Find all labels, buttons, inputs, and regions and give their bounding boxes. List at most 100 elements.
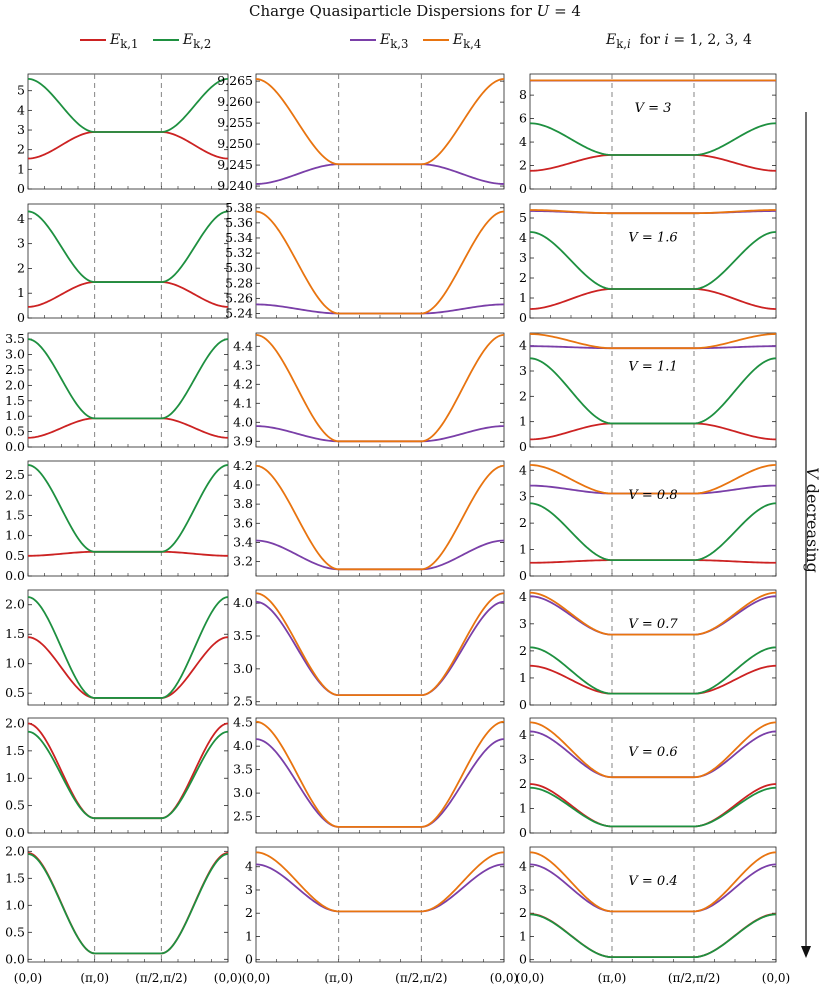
y-tick-label: 3.8 xyxy=(233,496,253,511)
y-tick-label: 5.36 xyxy=(225,215,253,230)
series-line-ek3 xyxy=(255,600,505,697)
y-tick-label: 4 xyxy=(519,134,527,149)
series-line-ek2 xyxy=(529,502,777,562)
y-tick-label: 2 xyxy=(519,515,527,530)
series-line-ek2 xyxy=(27,210,229,283)
v-annotation: V = 1.6 xyxy=(628,231,677,246)
v-annotation: V = 0.8 xyxy=(628,488,677,503)
series-line-ek2 xyxy=(27,596,229,699)
legend-column-2: Ek,3 Ek,4 xyxy=(340,30,481,54)
y-tick-label: 4.5 xyxy=(233,715,253,730)
y-tick-label: 0.0 xyxy=(5,825,25,840)
x-tick-label: (0,0) xyxy=(14,971,42,985)
panel-frame xyxy=(255,73,505,190)
panel-r3-c3: 0 1 2 3 4 V = 1.1 xyxy=(519,332,777,454)
series-line-ek2 xyxy=(27,464,229,553)
series-line-ek3 xyxy=(255,163,505,185)
y-tick-label: 1.0 xyxy=(5,408,25,423)
v-annotation: V = 3 xyxy=(635,101,672,116)
y-tick-label: 0.0 xyxy=(5,568,25,583)
y-tick-label: 6 xyxy=(519,111,527,126)
y-tick-label: 8 xyxy=(519,87,527,102)
series-line-ek4 xyxy=(529,851,777,913)
y-tick-label: 3.0 xyxy=(233,785,253,800)
series-line-ek2 xyxy=(529,231,777,290)
y-tick-label: 5.32 xyxy=(225,245,253,260)
v-annotation: V = 0.7 xyxy=(628,617,678,632)
y-tick-label: 0 xyxy=(519,181,527,196)
panel-frame xyxy=(255,460,505,577)
y-tick-label: 2.5 xyxy=(5,467,25,482)
y-tick-label: 4.1 xyxy=(233,395,253,410)
y-tick-label: 0.5 xyxy=(5,424,25,439)
y-tick-label: 9.260 xyxy=(217,94,253,109)
x-tick-label: (π,0) xyxy=(324,971,353,985)
y-tick-label: 2.0 xyxy=(5,487,25,502)
y-tick-label: 2.5 xyxy=(5,362,25,377)
y-tick-label: 3.5 xyxy=(5,331,25,346)
y-tick-label: 5.38 xyxy=(225,200,253,215)
panel-frame xyxy=(255,332,505,448)
panel-r6-c3: 0 1 2 3 4 V = 0.6 xyxy=(519,717,777,840)
x-tick-label: (π,0) xyxy=(598,971,627,985)
y-tick-label: 3 xyxy=(17,236,25,251)
legend-column-1: Ek,1 Ek,2 xyxy=(70,30,211,54)
series-line-ek4 xyxy=(255,592,505,697)
y-tick-label: 1.5 xyxy=(5,870,25,885)
y-tick-label: 0 xyxy=(519,952,527,967)
series-line-ek1 xyxy=(529,288,777,310)
y-tick-label: 4.0 xyxy=(233,738,253,753)
v-annotation: V = 0.6 xyxy=(628,745,677,760)
y-tick-label: 3.5 xyxy=(233,628,253,643)
series-line-ek3 xyxy=(255,738,505,828)
y-tick-label: 3.0 xyxy=(5,347,25,362)
y-tick-label: 4 xyxy=(17,102,25,117)
panel-frame xyxy=(529,460,777,577)
y-tick-label: 3 xyxy=(519,489,527,504)
y-tick-label: 2.5 xyxy=(233,694,253,709)
y-tick-label: 4 xyxy=(245,859,253,874)
panel-r5-c1: 0.5 1.0 1.5 2.0 xyxy=(5,589,229,706)
y-tick-label: 1.0 xyxy=(5,656,25,671)
y-tick-label: 1 xyxy=(519,801,527,816)
series-line-ek4 xyxy=(529,591,777,636)
series-line-ek3 xyxy=(255,303,505,315)
y-tick-label: 2.0 xyxy=(5,843,25,858)
y-tick-label: 9.250 xyxy=(217,136,253,151)
y-tick-label: 9.265 xyxy=(217,73,253,88)
panel-frame xyxy=(27,460,229,577)
y-tick-label: 1 xyxy=(245,928,253,943)
y-tick-label: 5.30 xyxy=(225,260,253,275)
panel-frame xyxy=(529,332,777,448)
y-tick-label: 1.5 xyxy=(5,743,25,758)
y-tick-label: 3.9 xyxy=(233,433,253,448)
panel-frame xyxy=(529,73,777,190)
y-tick-label: 0 xyxy=(519,825,527,840)
series-line-ek4 xyxy=(255,78,505,166)
panel-r4-c3: 0 1 2 3 4 V = 0.8 xyxy=(519,460,777,583)
series-line-ek1 xyxy=(27,636,229,699)
y-tick-label: 2.0 xyxy=(5,377,25,392)
series-line-ek1 xyxy=(529,664,777,695)
x-tick-label: (π/2,π/2) xyxy=(668,971,720,985)
x-tick-label: (π,0) xyxy=(80,971,109,985)
y-tick-label: 5.24 xyxy=(225,305,253,320)
series-line-ek3 xyxy=(255,863,505,913)
y-tick-label: 1 xyxy=(519,928,527,943)
y-tick-label: 2 xyxy=(245,905,253,920)
series-line-ek4 xyxy=(529,464,777,495)
y-tick-label: 0 xyxy=(17,181,25,196)
y-tick-label: 0.5 xyxy=(5,685,25,700)
series-line-ek4 xyxy=(255,210,505,315)
series-line-ek2 xyxy=(529,646,777,695)
series-line-ek4 xyxy=(255,334,505,443)
y-tick-label: 2 xyxy=(519,905,527,920)
y-tick-label: 4.0 xyxy=(233,414,253,429)
panel-r1-c1: 0 1 2 3 4 5 xyxy=(17,73,229,196)
y-tick-label: 0 xyxy=(519,697,527,712)
panel-r1-c3: 0 2 4 6 8 V = 3 xyxy=(519,73,777,196)
series-line-ek4 xyxy=(255,464,505,571)
panel-r1-c2: 9.240 9.245 9.250 9.255 9.260 9.265 xyxy=(217,73,505,193)
y-tick-label: 1 xyxy=(519,414,527,429)
series-line-ek2 xyxy=(27,853,229,955)
